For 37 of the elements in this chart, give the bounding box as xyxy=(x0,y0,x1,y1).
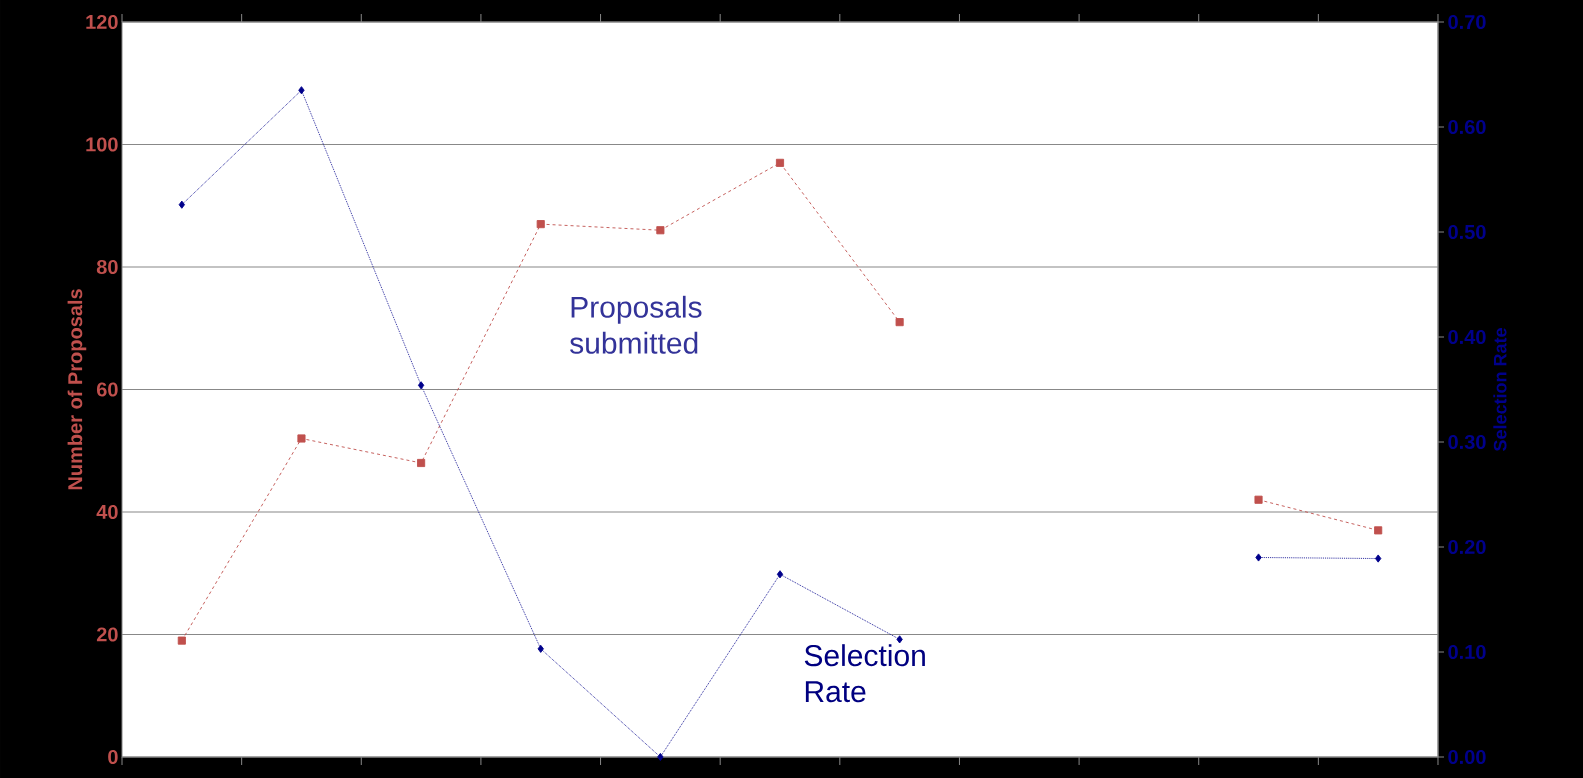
y2-tick-label: 0.70 xyxy=(1448,14,1486,30)
y2-tick-label: 0.00 xyxy=(1448,749,1486,765)
annotation: Proposals submitted xyxy=(570,295,702,354)
y2-tick-label: 0.40 xyxy=(1448,329,1486,345)
point xyxy=(895,318,904,327)
point xyxy=(1255,553,1262,562)
point xyxy=(776,570,784,579)
y-tick-label: 60 xyxy=(96,382,118,397)
y2-tick-label: 0.20 xyxy=(1448,539,1486,555)
point xyxy=(656,226,665,235)
y-tick-label: 40 xyxy=(96,504,118,520)
annotation: Selection Rate xyxy=(804,644,925,703)
point xyxy=(298,86,305,95)
y-tick-label: 100 xyxy=(86,137,118,152)
y-tick-label: 20 xyxy=(96,627,118,642)
y2-axis-title: Selection Rate xyxy=(1493,328,1507,451)
point xyxy=(1254,495,1263,504)
point xyxy=(178,200,185,209)
y2-tick-label: 0.10 xyxy=(1448,644,1486,660)
y2-tick-label: 0.60 xyxy=(1448,119,1486,135)
y-tick-label: 120 xyxy=(86,14,118,30)
point xyxy=(1375,554,1382,563)
y-tick-label: 80 xyxy=(96,259,118,275)
y-axis-title: Number of Proposals xyxy=(67,289,87,490)
y2-tick-label: 0.50 xyxy=(1448,224,1486,240)
point xyxy=(896,635,903,644)
point xyxy=(775,158,785,167)
point xyxy=(417,458,426,468)
point xyxy=(297,434,306,443)
point xyxy=(536,220,545,229)
point xyxy=(657,752,664,762)
point xyxy=(417,381,425,390)
y-tick-label: 0 xyxy=(108,749,118,765)
point xyxy=(177,636,186,645)
point xyxy=(537,644,544,653)
y2-tick-label: 0.30 xyxy=(1448,434,1486,450)
point xyxy=(1374,526,1383,535)
